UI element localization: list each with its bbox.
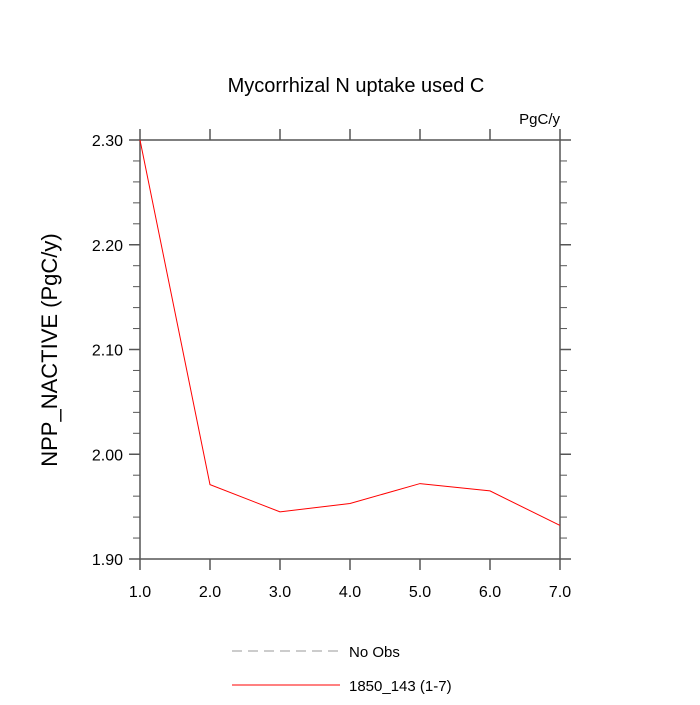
plot-frame [139,139,561,560]
y-tick-label: 2.30 [92,133,123,150]
y-tick-label: 2.00 [92,447,123,464]
x-tick-label: 7.0 [549,584,571,601]
x-tick-label: 1.0 [129,584,151,601]
y-tick-label: 1.90 [92,552,123,569]
x-tick-label: 3.0 [269,584,291,601]
x-tick-label: 6.0 [479,584,501,601]
units-label: PgC/y [519,111,560,128]
x-tick-label: 4.0 [339,584,361,601]
x-tick-label: 5.0 [409,584,431,601]
y-axis-label: NPP_NACTIVE (PgC/y) [37,233,62,467]
x-tick-label: 2.0 [199,584,221,601]
series-line [139,139,561,526]
chart-title: Mycorrhizal N uptake used C [228,75,485,97]
y-tick-label: 2.20 [92,238,123,255]
legend-label: 1850_143 (1-7) [349,678,452,695]
legend-label: No Obs [349,644,400,661]
y-tick-label: 2.10 [92,343,123,360]
